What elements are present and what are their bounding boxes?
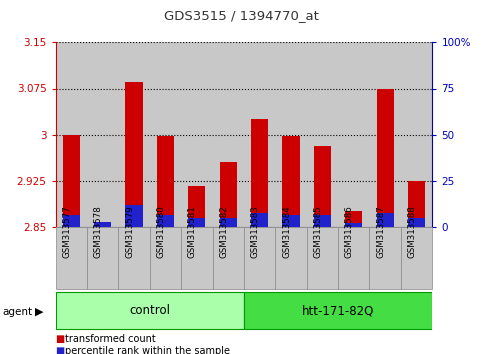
Bar <box>408 218 425 227</box>
Bar <box>126 82 142 227</box>
Bar <box>157 136 174 227</box>
Bar <box>244 227 275 289</box>
Bar <box>251 119 268 227</box>
Text: GSM313579: GSM313579 <box>125 205 134 258</box>
Bar <box>126 205 142 227</box>
Text: GSM313582: GSM313582 <box>219 205 228 258</box>
Bar <box>377 88 394 227</box>
Bar <box>338 227 369 289</box>
Bar <box>345 211 362 227</box>
Text: ■: ■ <box>56 334 65 344</box>
Bar <box>94 226 111 227</box>
Text: htt-171-82Q: htt-171-82Q <box>302 304 374 317</box>
Bar <box>338 42 369 227</box>
Bar <box>251 213 268 227</box>
Bar <box>188 218 205 227</box>
Text: GSM313581: GSM313581 <box>188 205 197 258</box>
Bar <box>275 227 307 289</box>
Bar <box>401 227 432 289</box>
Bar <box>87 227 118 289</box>
Text: GDS3515 / 1394770_at: GDS3515 / 1394770_at <box>164 9 319 22</box>
Text: ■: ■ <box>56 346 65 354</box>
Bar <box>63 135 80 227</box>
Bar <box>213 227 244 289</box>
Bar <box>220 162 237 227</box>
Text: GSM313580: GSM313580 <box>156 205 165 258</box>
Bar <box>150 42 181 227</box>
Text: GSM313577: GSM313577 <box>62 205 71 258</box>
Text: GSM313588: GSM313588 <box>408 205 416 258</box>
Text: ▶: ▶ <box>35 307 43 316</box>
Bar <box>188 186 205 227</box>
Bar <box>307 42 338 227</box>
Bar <box>369 42 401 227</box>
Bar <box>369 227 401 289</box>
Bar <box>56 292 244 329</box>
Text: GSM313587: GSM313587 <box>376 205 385 258</box>
Text: control: control <box>129 304 170 317</box>
Bar <box>377 213 394 227</box>
Bar <box>314 215 331 227</box>
Bar <box>283 136 299 227</box>
Bar <box>157 215 174 227</box>
Text: GSM313586: GSM313586 <box>345 205 354 258</box>
Bar <box>118 42 150 227</box>
Text: GSM313585: GSM313585 <box>313 205 323 258</box>
Bar <box>181 227 213 289</box>
Bar <box>314 145 331 227</box>
Bar <box>244 292 432 329</box>
Bar <box>63 215 80 227</box>
Bar <box>94 222 111 227</box>
Bar <box>283 215 299 227</box>
Bar <box>56 227 87 289</box>
Bar <box>275 42 307 227</box>
Bar <box>345 223 362 227</box>
Bar <box>56 42 87 227</box>
Text: agent: agent <box>2 307 32 316</box>
Text: GSM313578: GSM313578 <box>94 205 103 258</box>
Bar <box>220 218 237 227</box>
Bar <box>118 227 150 289</box>
Bar <box>307 227 338 289</box>
Text: GSM313583: GSM313583 <box>251 205 260 258</box>
Bar <box>87 42 118 227</box>
Bar <box>408 181 425 227</box>
Text: transformed count: transformed count <box>65 334 156 344</box>
Text: percentile rank within the sample: percentile rank within the sample <box>65 346 230 354</box>
Bar <box>244 42 275 227</box>
Bar <box>181 42 213 227</box>
Text: GSM313584: GSM313584 <box>282 205 291 258</box>
Bar <box>401 42 432 227</box>
Bar <box>150 227 181 289</box>
Bar <box>213 42 244 227</box>
